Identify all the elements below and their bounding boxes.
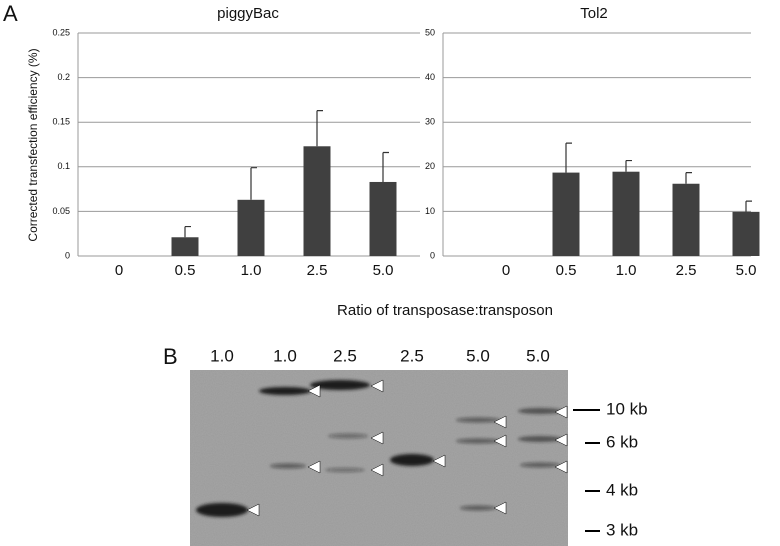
error-bar xyxy=(685,171,692,184)
bar xyxy=(369,181,397,256)
y-tick-label: 0.05 xyxy=(52,206,70,216)
y-tick-label: 0 xyxy=(430,250,435,260)
error-bar xyxy=(565,142,572,173)
bar xyxy=(672,183,700,256)
x-tick-label: 2.5 xyxy=(307,262,328,279)
chart-title: piggyBac xyxy=(217,5,279,22)
gel-image xyxy=(190,370,600,546)
bar xyxy=(303,146,331,256)
x-tick-label: 0 xyxy=(502,262,510,279)
y-tick-label: 40 xyxy=(425,72,435,82)
error-bar xyxy=(745,200,752,212)
x-tick-label: 0.5 xyxy=(175,262,196,279)
panel-label: A xyxy=(3,1,18,26)
x-tick-label: 0.5 xyxy=(556,262,577,279)
x-tick-label: 1.0 xyxy=(241,262,262,279)
size-marker: 10 kb xyxy=(606,399,648,418)
y-tick-label: 0.2 xyxy=(57,72,70,82)
bar xyxy=(732,211,760,256)
bar xyxy=(171,237,199,256)
x-tick-label: 1.0 xyxy=(616,262,637,279)
y-tick-label: 0 xyxy=(65,250,70,260)
x-axis-label: Ratio of transposase:transposon xyxy=(337,302,553,319)
lane-label: 1.0 xyxy=(210,346,234,365)
size-marker: 6 kb xyxy=(606,432,638,451)
error-bar xyxy=(184,225,191,238)
lane-label: 2.5 xyxy=(333,346,357,365)
lane-label: 5.0 xyxy=(526,346,550,365)
lane-label: 1.0 xyxy=(273,346,297,365)
x-tick-label: 2.5 xyxy=(676,262,697,279)
lane-label: 2.5 xyxy=(400,346,424,365)
bar xyxy=(552,172,580,256)
y-tick-label: 0.15 xyxy=(52,117,70,127)
y-tick-label: 0.25 xyxy=(52,27,70,37)
y-tick-label: 10 xyxy=(425,206,435,216)
panel-label: B xyxy=(163,344,178,369)
y-tick-label: 50 xyxy=(425,27,435,37)
x-tick-label: 5.0 xyxy=(736,262,757,279)
x-tick-label: 5.0 xyxy=(373,262,394,279)
y-axis-label: Corrected transfection efficiency (%) xyxy=(26,48,40,241)
x-tick-label: 0 xyxy=(115,262,123,279)
y-tick-label: 30 xyxy=(425,117,435,127)
size-marker: 3 kb xyxy=(606,520,638,539)
error-bar xyxy=(316,110,323,147)
error-bar xyxy=(382,151,389,182)
lane-label: 5.0 xyxy=(466,346,490,365)
bar xyxy=(612,171,640,256)
y-tick-label: 0.1 xyxy=(57,161,70,171)
chart-title: Tol2 xyxy=(580,5,608,22)
size-marker: 4 kb xyxy=(606,480,638,499)
error-bar xyxy=(250,167,257,200)
y-tick-label: 20 xyxy=(425,161,435,171)
bar xyxy=(237,199,265,256)
error-bar xyxy=(625,159,632,172)
